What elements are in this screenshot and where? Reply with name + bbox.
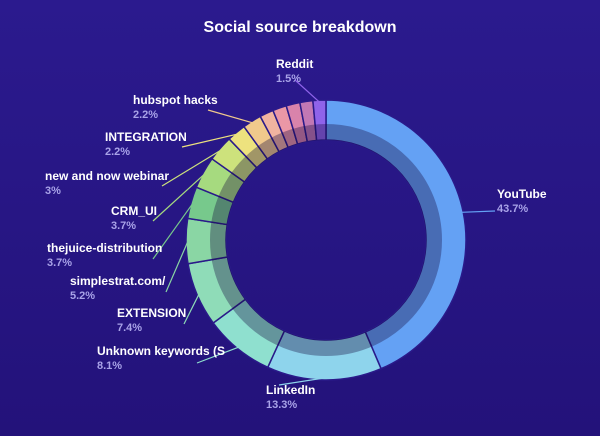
donut-slice[interactable]: [325, 99, 467, 370]
slice-value-label: 43.7%: [497, 203, 528, 215]
slice-value-label: 5.2%: [70, 290, 95, 302]
slice-label: simplestrat.com/: [70, 274, 166, 288]
slice-leader-line: [181, 133, 238, 148]
slice-value-label: 3%: [45, 185, 61, 197]
slice-value-label: 2.2%: [133, 109, 158, 121]
slice-label: Reddit: [276, 57, 313, 71]
slice-value-label: 7.4%: [117, 322, 142, 334]
slice-value-label: 3.7%: [111, 220, 136, 232]
slice-value-label: 13.3%: [266, 399, 297, 411]
slice-label: Unknown keywords (S: [97, 344, 225, 358]
slice-label: LinkedIn: [266, 383, 315, 397]
slice-leader-line: [294, 79, 320, 103]
slice-label: CRM_UI: [111, 204, 157, 218]
slice-label: new and now webinar: [45, 169, 169, 183]
slice-leader-line: [461, 210, 496, 213]
slice-label: YouTube: [497, 187, 547, 201]
slice-value-label: 2.2%: [105, 146, 130, 158]
slice-label: INTEGRATION: [105, 130, 187, 144]
donut-inner-shadow: [210, 124, 442, 356]
slice-value-label: 3.7%: [47, 257, 72, 269]
slice-leader-line: [165, 240, 189, 293]
slice-leader-line: [152, 202, 194, 260]
slice-leader-line: [183, 293, 200, 325]
slice-value-label: 8.1%: [97, 360, 122, 372]
slice-leader-line: [152, 173, 206, 222]
slice-label: hubspot hacks: [133, 93, 218, 107]
slice-leader-line: [196, 346, 240, 364]
slice-value-label: 1.5%: [276, 73, 301, 85]
slice-leader-line: [207, 109, 254, 124]
slice-leader-line: [161, 149, 222, 187]
chart-title: Social source breakdown: [203, 19, 397, 36]
slice-leader-line: [278, 377, 325, 386]
slice-label: thejuice-distribution: [47, 241, 162, 255]
slice-label: EXTENSION: [117, 306, 186, 320]
